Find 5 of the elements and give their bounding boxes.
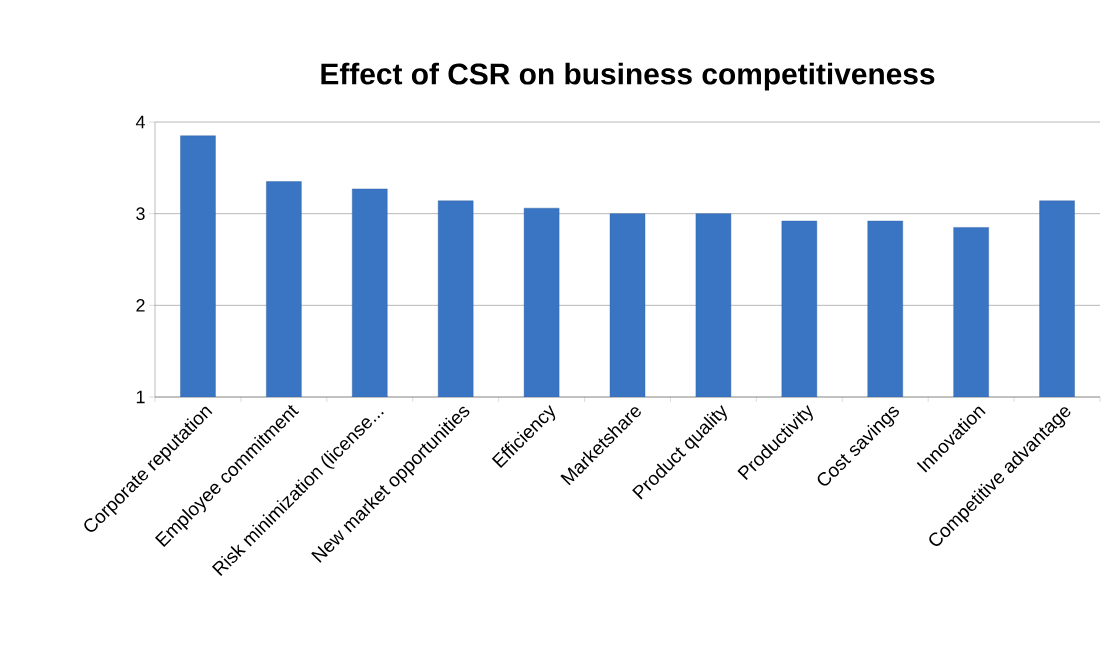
- y-tick-label: 3: [136, 207, 145, 221]
- chart-title: Effect of CSR on business competitiveness: [321, 62, 935, 91]
- y-tick-label: 4: [135, 115, 145, 129]
- y-tick-label: 2: [136, 299, 145, 312]
- y-tick-label: 1: [136, 390, 145, 404]
